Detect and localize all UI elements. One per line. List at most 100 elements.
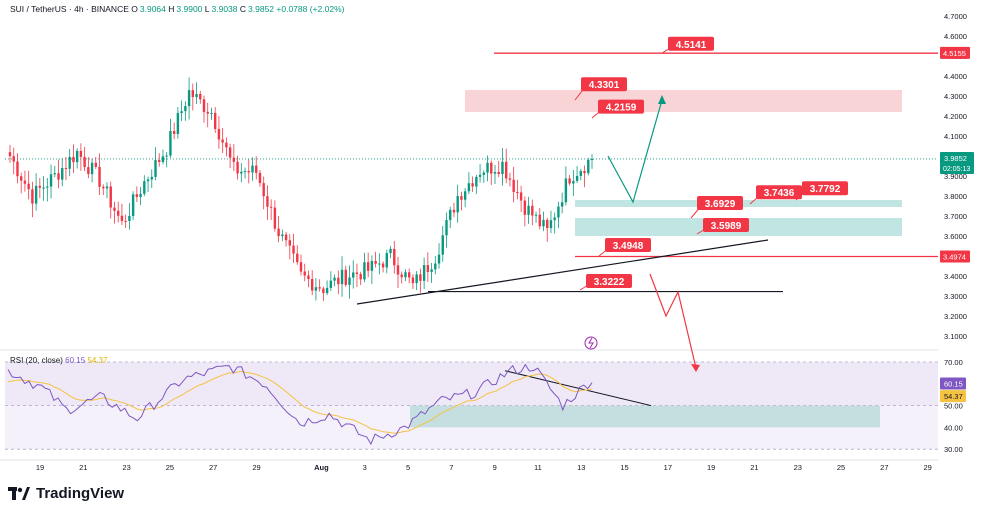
lightning-icon	[584, 336, 598, 350]
high-value: 3.9900	[176, 4, 203, 14]
level-label-4-3301: 4.3301	[589, 80, 620, 91]
candle	[318, 287, 321, 289]
current-price-tag-bg	[940, 151, 974, 174]
price-tag-4-5155: 4.5155	[943, 49, 966, 58]
candle	[411, 277, 415, 284]
candle	[68, 156, 71, 169]
current-price-value: 3.9852	[944, 154, 967, 163]
candle	[430, 269, 433, 272]
change-value: +0.0788 (+2.02%)	[276, 4, 345, 14]
rsi-value-small: 60.15	[65, 356, 86, 365]
level-label-bg	[668, 36, 714, 51]
candle	[348, 277, 351, 285]
y-tick-label: 4.1000	[944, 132, 967, 141]
candle	[415, 274, 418, 284]
candle	[120, 215, 124, 221]
x-tick-label: 11	[534, 463, 542, 472]
candle	[389, 248, 392, 254]
brand-name: TradingView	[36, 485, 125, 502]
candle	[452, 209, 456, 213]
rsi-ma-tag: 54.37	[944, 392, 963, 401]
x-tick-label: Aug	[314, 463, 329, 472]
candle	[437, 254, 441, 264]
candle	[266, 196, 269, 207]
candle	[575, 175, 579, 181]
rsi-support-zone	[410, 405, 880, 428]
candle	[102, 186, 105, 189]
candle	[546, 219, 549, 229]
level-label-4-2159: 4.2159	[606, 103, 637, 114]
y-tick-label: 4.3000	[944, 92, 967, 101]
candle	[549, 220, 553, 229]
candle	[355, 272, 359, 275]
candle	[508, 178, 512, 180]
x-tick-label: 9	[493, 463, 497, 472]
y-tick-label: 4.6000	[944, 32, 967, 41]
rsi-label[interactable]: RSI (20, close)	[10, 356, 63, 365]
candle	[42, 187, 45, 189]
x-tick-label: 7	[449, 463, 453, 472]
candle	[467, 183, 471, 192]
candle	[516, 192, 519, 194]
candle	[587, 160, 590, 174]
y-tick-label: 4.2000	[944, 112, 967, 121]
candle	[590, 159, 594, 161]
candle	[180, 111, 183, 114]
candle	[217, 129, 221, 140]
candle	[165, 155, 168, 157]
rsi-tick-label: 40.00	[944, 423, 963, 432]
candle	[538, 214, 541, 227]
candle	[385, 253, 389, 268]
candle	[273, 207, 277, 229]
y-tick-label: 3.1000	[944, 332, 967, 341]
level-label-3-4948: 3.4948	[613, 241, 644, 252]
candle	[124, 220, 127, 222]
candle	[27, 183, 30, 190]
candle	[251, 165, 254, 173]
candle	[243, 171, 247, 173]
candle	[534, 214, 538, 216]
rsi-header: RSI (20, close) 60.15 54.37	[10, 356, 107, 365]
candle	[236, 161, 239, 174]
x-tick-label: 19	[36, 463, 44, 472]
candle	[381, 263, 385, 268]
candle	[195, 94, 198, 98]
candle	[363, 262, 366, 280]
candle	[131, 194, 135, 216]
candle	[407, 272, 411, 278]
y-tick-label: 3.8000	[944, 192, 967, 201]
candle	[288, 240, 292, 246]
y-tick-label: 3.2000	[944, 312, 967, 321]
candle	[422, 265, 426, 281]
candle	[172, 130, 176, 135]
candle	[199, 94, 202, 100]
y-tick-label: 3.4000	[944, 272, 967, 281]
candle	[583, 171, 586, 174]
candle	[310, 279, 314, 291]
candle	[553, 217, 556, 221]
candle	[38, 185, 42, 188]
symbol-title[interactable]: SUI / TetherUS · 4h · BINANCE	[10, 4, 129, 14]
candle	[564, 178, 568, 203]
candle	[135, 194, 139, 197]
bullish-projection-arrow	[607, 99, 663, 204]
x-tick-label: 19	[707, 463, 715, 472]
candle	[269, 206, 273, 208]
candle	[344, 269, 347, 285]
level-label-bg	[802, 181, 848, 196]
candle	[471, 183, 474, 187]
candle	[449, 209, 452, 221]
close-value: 3.9852	[248, 4, 275, 14]
open-value: 3.9064	[139, 4, 166, 14]
x-tick-label: 25	[837, 463, 845, 472]
candle	[116, 210, 120, 216]
candle	[519, 192, 523, 201]
candle	[64, 168, 68, 170]
level-label-bg	[756, 185, 802, 200]
candle	[34, 185, 38, 204]
tradingview-logo[interactable]: TradingView	[8, 485, 124, 502]
x-tick-label: 29	[923, 463, 931, 472]
level-label-bg	[605, 238, 651, 252]
